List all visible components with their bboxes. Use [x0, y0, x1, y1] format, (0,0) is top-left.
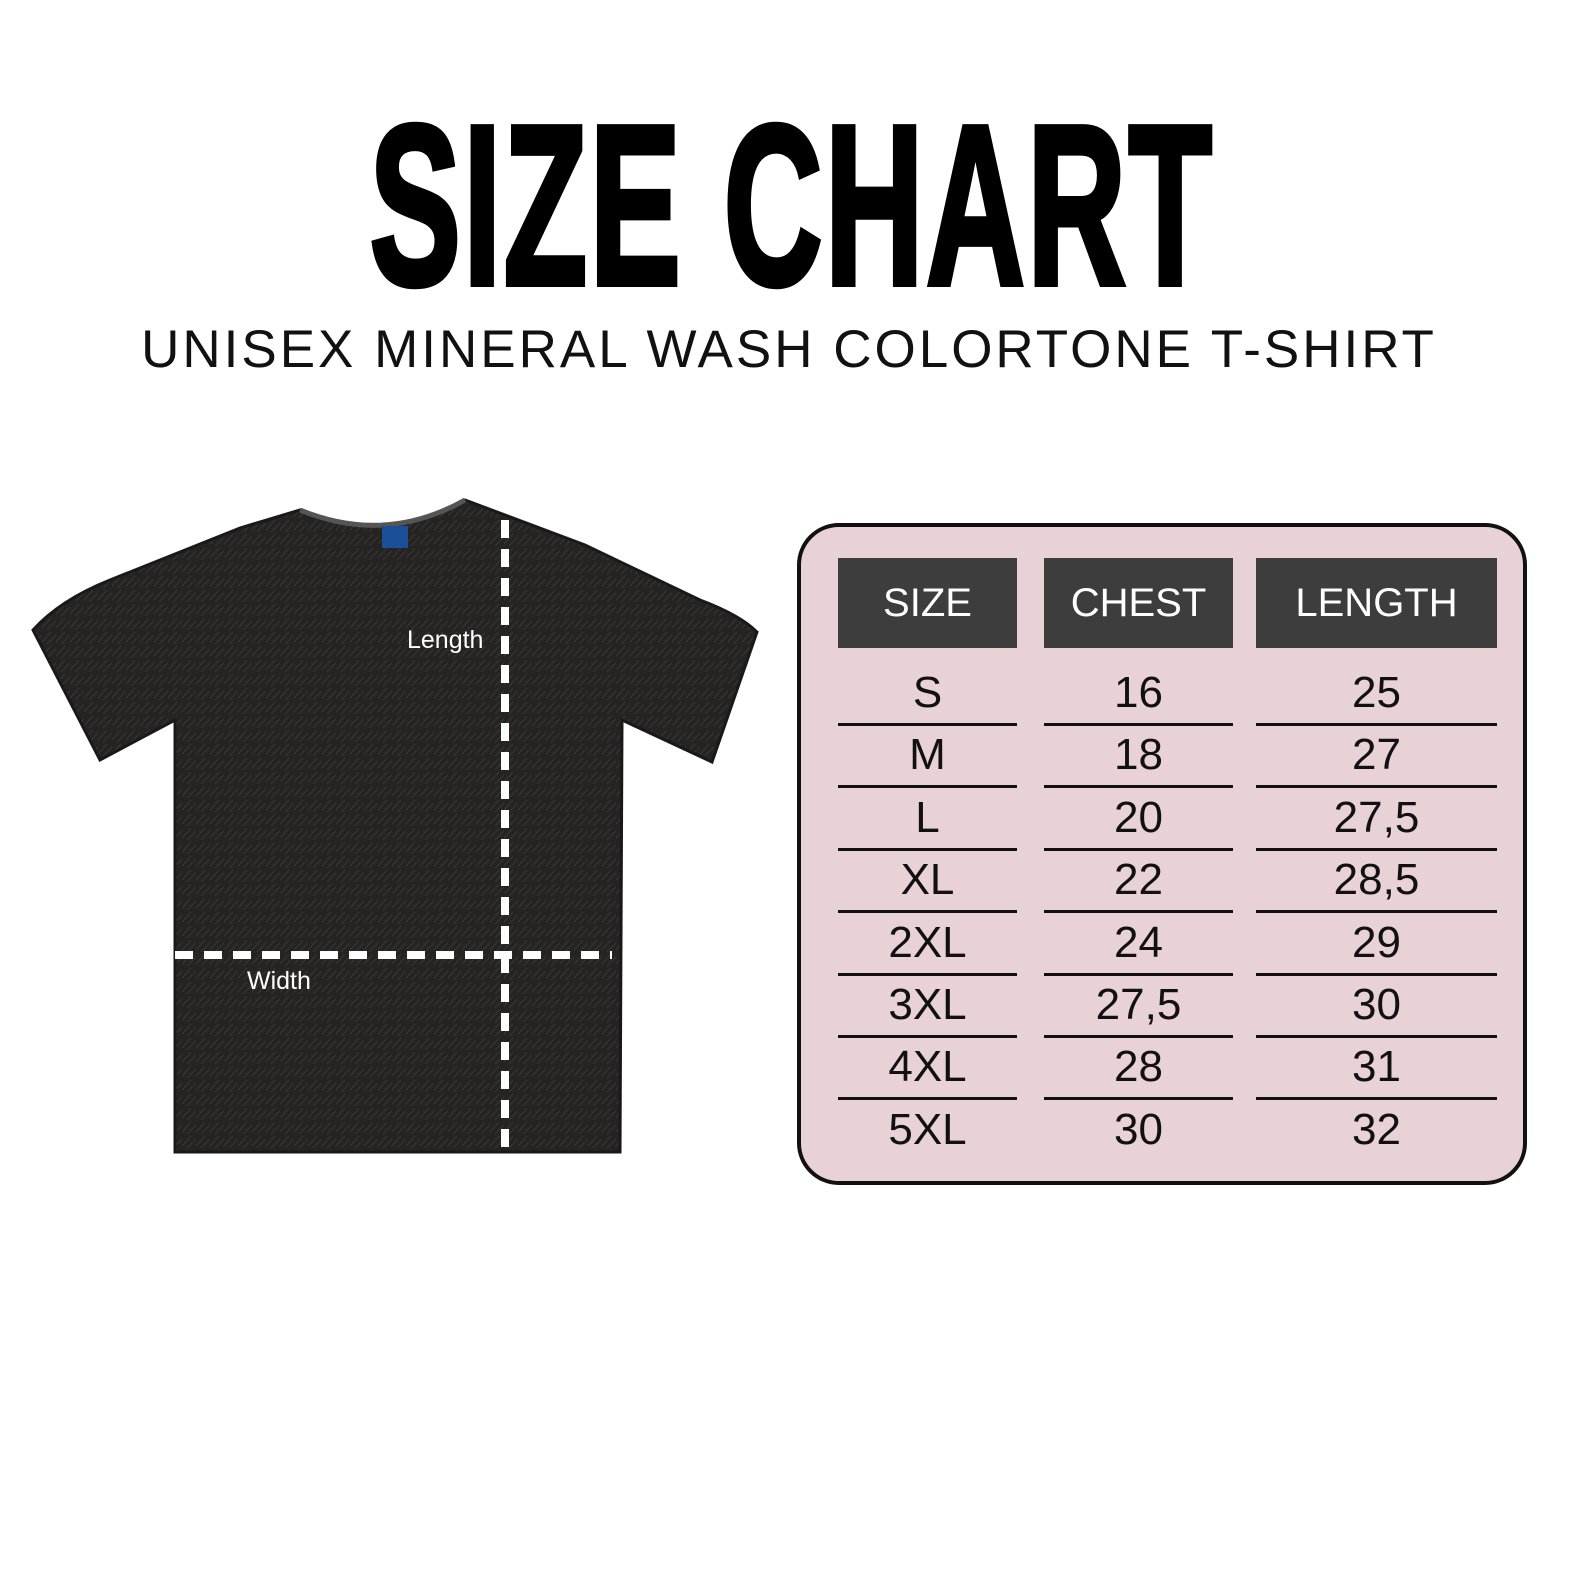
tshirt-body	[31, 498, 759, 1154]
row-divider	[838, 1097, 1017, 1101]
table-cell-size: XL	[900, 855, 955, 905]
row-divider	[1256, 972, 1497, 976]
table-cell-chest: 28	[1114, 1042, 1163, 1092]
table-cell-length: 27	[1352, 730, 1401, 780]
table-cell-length: 32	[1352, 1104, 1401, 1154]
table-cell-chest: 30	[1114, 1104, 1163, 1154]
row-divider	[1044, 972, 1233, 976]
table-cell-size: 4XL	[888, 1042, 967, 1092]
table-cell-length: 28,5	[1333, 855, 1420, 905]
column-header-size: SIZE	[838, 558, 1017, 648]
row-divider	[1256, 723, 1497, 726]
row-divider	[1044, 785, 1233, 789]
table-cell-chest: 22	[1114, 855, 1163, 905]
table-cell-chest: 27,5	[1095, 980, 1182, 1029]
row-divider	[1256, 910, 1497, 914]
table-cell-chest: 18	[1114, 730, 1163, 780]
table-cell-length: 25	[1352, 668, 1401, 717]
table-cell-length: 31	[1352, 1042, 1401, 1092]
table-cell-chest: 24	[1114, 917, 1163, 967]
page-subtitle: UNISEX MINERAL WASH COLORTONE T-SHIRT	[141, 320, 1437, 379]
table-cell-size: 2XL	[888, 917, 967, 967]
tshirt-tag	[382, 526, 408, 548]
row-divider	[1256, 1097, 1497, 1101]
length-label: Length	[407, 626, 484, 654]
page-title: SIZE CHART	[368, 79, 1215, 333]
column-header-chest: CHEST	[1044, 558, 1233, 648]
row-divider	[1044, 1035, 1233, 1038]
table-cell-size: M	[909, 730, 946, 780]
table-cell-length: 30	[1352, 980, 1401, 1029]
row-divider	[838, 910, 1017, 914]
row-divider	[1044, 847, 1233, 851]
table-cell-length: 27,5	[1333, 792, 1420, 842]
row-divider	[838, 847, 1017, 851]
table-cell-size: 3XL	[888, 980, 967, 1029]
row-divider	[1044, 910, 1233, 914]
column-header-length: LENGTH	[1256, 558, 1497, 648]
width-label: Width	[247, 967, 311, 995]
row-divider	[838, 723, 1017, 726]
row-divider	[1256, 847, 1497, 851]
table-cell-chest: 20	[1114, 792, 1163, 842]
table-cell-length: 29	[1352, 917, 1401, 967]
table-cell-size: L	[915, 792, 940, 842]
table-cell-size: S	[912, 668, 943, 717]
row-divider	[838, 785, 1017, 789]
row-divider	[838, 1035, 1017, 1038]
row-divider	[1044, 1097, 1233, 1101]
table-cell-size: 5XL	[888, 1104, 967, 1154]
row-divider	[1044, 723, 1233, 726]
row-divider	[1256, 785, 1497, 789]
row-divider	[1256, 1035, 1497, 1038]
table-cell-chest: 16	[1114, 668, 1163, 717]
row-divider	[838, 972, 1017, 976]
tshirt-image	[31, 497, 759, 1154]
